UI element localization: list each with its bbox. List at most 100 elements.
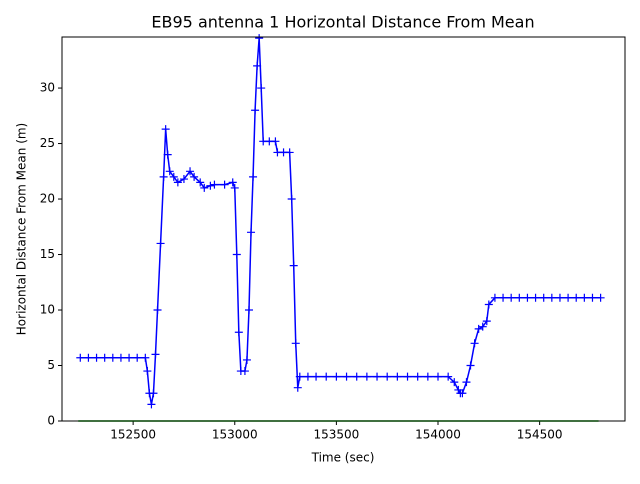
- point-marker: [143, 367, 152, 376]
- point-marker: [206, 181, 215, 190]
- point-marker: [499, 293, 508, 302]
- x-tick-label: 154500: [517, 428, 563, 442]
- point-marker: [470, 339, 479, 348]
- point-marker: [572, 293, 581, 302]
- point-marker: [190, 172, 199, 181]
- point-marker: [163, 150, 172, 159]
- plot-frame: [61, 36, 626, 422]
- point-marker: [458, 389, 467, 398]
- point-marker: [141, 353, 150, 362]
- x-tick-label: 153500: [313, 428, 359, 442]
- point-marker: [352, 372, 361, 381]
- y-tick-label: 30: [40, 81, 55, 95]
- point-marker: [169, 172, 178, 181]
- point-marker: [253, 61, 262, 70]
- y-tick-label: 0: [47, 414, 55, 428]
- y-tick-label: 5: [47, 358, 55, 372]
- point-marker: [186, 167, 195, 176]
- point-marker: [271, 137, 280, 146]
- point-marker: [444, 372, 453, 381]
- point-marker: [478, 322, 487, 331]
- point-marker: [403, 372, 412, 381]
- point-marker: [515, 293, 524, 302]
- point-marker: [291, 339, 300, 348]
- point-marker: [116, 353, 125, 362]
- point-marker: [240, 367, 249, 376]
- point-marker: [285, 148, 294, 157]
- point-marker: [383, 372, 392, 381]
- point-marker: [108, 353, 117, 362]
- point-marker: [482, 317, 491, 326]
- point-marker: [196, 178, 205, 187]
- point-marker: [133, 353, 142, 362]
- point-marker: [523, 293, 532, 302]
- point-marker: [362, 372, 371, 381]
- x-tick-label: 154000: [415, 428, 461, 442]
- point-marker: [484, 300, 493, 309]
- point-marker: [220, 180, 229, 189]
- point-marker: [588, 293, 597, 302]
- point-marker: [434, 372, 443, 381]
- point-marker: [564, 293, 573, 302]
- point-marker: [555, 293, 564, 302]
- point-marker: [156, 239, 165, 248]
- point-marker: [173, 178, 182, 187]
- point-marker: [228, 178, 237, 187]
- point-marker: [293, 383, 302, 392]
- point-marker: [161, 125, 170, 134]
- point-marker: [234, 328, 243, 337]
- x-axis-label: Time (sec): [311, 451, 375, 465]
- x-tick-label: 153000: [212, 428, 258, 442]
- point-marker: [151, 350, 160, 359]
- point-marker: [413, 372, 422, 381]
- point-marker: [255, 34, 264, 43]
- point-marker: [76, 353, 85, 362]
- point-marker: [149, 389, 158, 398]
- point-marker: [230, 183, 239, 192]
- point-marker: [507, 293, 516, 302]
- point-marker: [179, 175, 188, 184]
- chart-title: EB95 antenna 1 Horizontal Distance From …: [151, 13, 534, 32]
- point-marker: [454, 385, 463, 394]
- point-marker: [165, 167, 174, 176]
- point-marker: [466, 361, 475, 370]
- x-tick-label: 152500: [110, 428, 156, 442]
- point-marker: [84, 353, 93, 362]
- point-marker: [342, 372, 351, 381]
- y-tick-label: 10: [40, 303, 55, 317]
- point-marker: [125, 353, 134, 362]
- y-tick-label: 20: [40, 192, 55, 206]
- point-marker: [580, 293, 589, 302]
- point-marker: [322, 372, 331, 381]
- series-line: [80, 38, 601, 405]
- point-marker: [147, 400, 156, 409]
- point-marker: [547, 293, 556, 302]
- point-marker: [100, 353, 109, 362]
- point-marker: [423, 372, 432, 381]
- point-marker: [474, 324, 483, 333]
- point-marker: [393, 372, 402, 381]
- point-marker: [244, 306, 253, 315]
- point-marker: [312, 372, 321, 381]
- point-marker: [159, 172, 168, 181]
- point-marker: [232, 250, 241, 259]
- point-marker: [450, 378, 459, 387]
- point-marker: [257, 84, 266, 93]
- y-tick-label: 15: [40, 247, 55, 261]
- point-marker: [462, 378, 471, 387]
- point-marker: [295, 372, 304, 381]
- point-marker: [373, 372, 382, 381]
- point-marker: [210, 180, 219, 189]
- point-marker: [539, 293, 548, 302]
- point-marker: [247, 228, 256, 237]
- point-marker: [92, 353, 101, 362]
- point-marker: [531, 293, 540, 302]
- point-marker: [249, 172, 258, 181]
- point-marker: [303, 372, 312, 381]
- point-marker: [251, 106, 260, 115]
- point-marker: [153, 306, 162, 315]
- point-marker: [200, 183, 209, 192]
- point-marker: [490, 293, 499, 302]
- point-marker: [289, 261, 298, 270]
